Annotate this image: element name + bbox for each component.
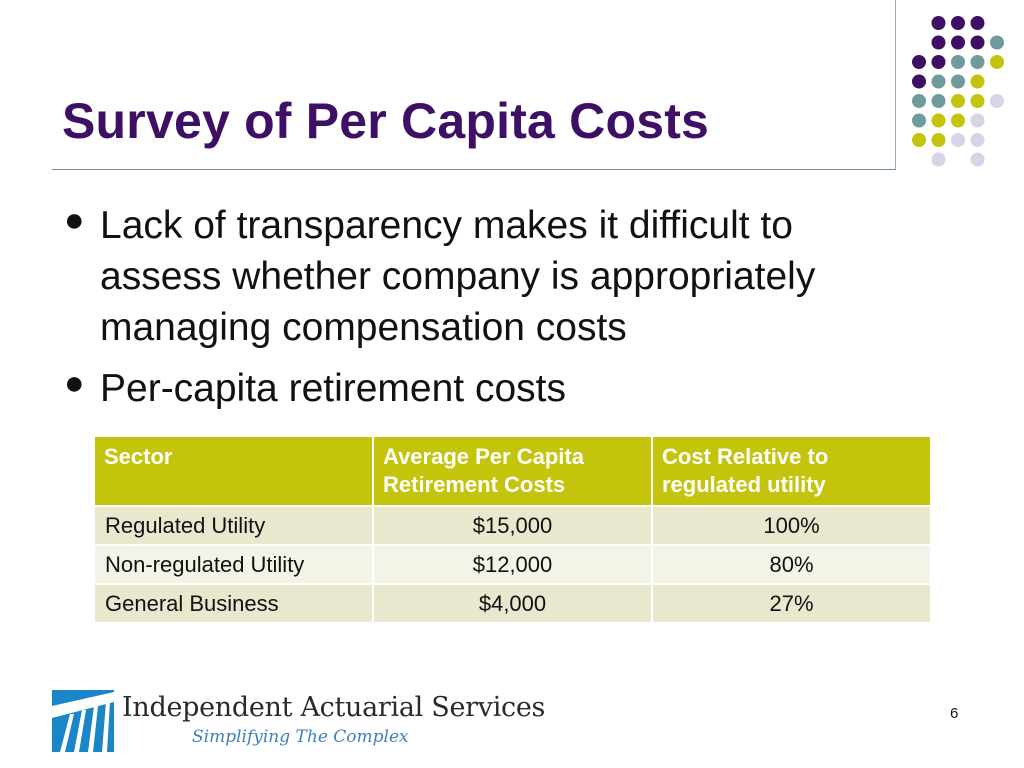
title-frame: [52, 0, 896, 170]
decorative-dot: [931, 35, 946, 50]
sector-cell: General Business: [93, 583, 374, 624]
table-row: General Business $4,000 27%: [93, 583, 932, 624]
bullet-list: ● Lack of transparency makes it difficul…: [62, 200, 912, 424]
logo-tagline: Simplifying The Complex: [192, 727, 409, 747]
table-header-row: Sector Average Per Capita Retirement Cos…: [93, 435, 932, 507]
column-header: Average Per Capita Retirement Costs: [372, 435, 653, 507]
table-row: Regulated Utility $15,000 100%: [93, 505, 932, 546]
decorative-dot: [951, 16, 965, 30]
decorative-dot: [912, 55, 926, 69]
decorative-dot: [970, 94, 985, 108]
decorative-dot: [970, 113, 985, 128]
decorative-dot: [951, 74, 965, 89]
decorative-dot: [990, 35, 1004, 50]
decorative-dot: [931, 113, 946, 128]
decorative-dot: [931, 74, 946, 89]
decorative-dot: [912, 113, 926, 128]
bullet-text: Lack of transparency makes it difficult …: [100, 204, 816, 349]
bullet-item: ● Per-capita retirement costs: [62, 363, 912, 414]
decorative-dot: [951, 35, 965, 50]
decorative-dot: [970, 55, 985, 69]
table-row: Non-regulated Utility $12,000 80%: [93, 544, 932, 585]
sector-cell: Non-regulated Utility: [93, 544, 374, 585]
bullet-text: Per-capita retirement costs: [100, 367, 567, 410]
column-header: Sector: [93, 435, 374, 507]
bullet-item: ● Lack of transparency makes it difficul…: [62, 200, 912, 353]
decorative-dot: [970, 35, 985, 50]
slide-title: Survey of Per Capita Costs: [62, 93, 710, 149]
decorative-dot: [951, 113, 965, 128]
decorative-dot: [970, 74, 985, 89]
decorative-dot: [951, 55, 965, 69]
company-logo: Independent Actuarial Services Simplifyi…: [52, 690, 545, 752]
decorative-dot: [912, 133, 926, 147]
sector-cell: Regulated Utility: [93, 505, 374, 546]
relative-cell: 100%: [651, 505, 932, 546]
page-number: 6: [950, 705, 959, 722]
decorative-dot: [931, 55, 946, 69]
decorative-dot: [931, 152, 946, 167]
decorative-dot-grid: [912, 16, 1004, 167]
cost-cell: $4,000: [372, 583, 653, 624]
logo-company-name: Independent Actuarial Services: [122, 692, 546, 723]
decorative-dot: [970, 16, 985, 30]
decorative-dot: [912, 74, 926, 89]
decorative-dot: [990, 55, 1004, 69]
cost-table: Sector Average Per Capita Retirement Cos…: [93, 435, 932, 624]
cost-cell: $12,000: [372, 544, 653, 585]
decorative-dot: [951, 94, 965, 108]
decorative-dot: [931, 16, 946, 30]
decorative-dot: [912, 94, 926, 108]
decorative-dot: [931, 133, 946, 147]
column-header: Cost Relative to regulated utility: [651, 435, 932, 507]
cost-cell: $15,000: [372, 505, 653, 546]
decorative-dot: [970, 133, 985, 147]
decorative-dot: [931, 94, 946, 108]
decorative-dot: [970, 152, 985, 167]
bullet-icon: ●: [64, 364, 85, 402]
logo-columns-icon: [52, 690, 114, 752]
decorative-dot: [990, 94, 1004, 108]
relative-cell: 80%: [651, 544, 932, 585]
decorative-dot: [951, 133, 965, 147]
relative-cell: 27%: [651, 583, 932, 624]
bullet-icon: ●: [64, 201, 85, 239]
